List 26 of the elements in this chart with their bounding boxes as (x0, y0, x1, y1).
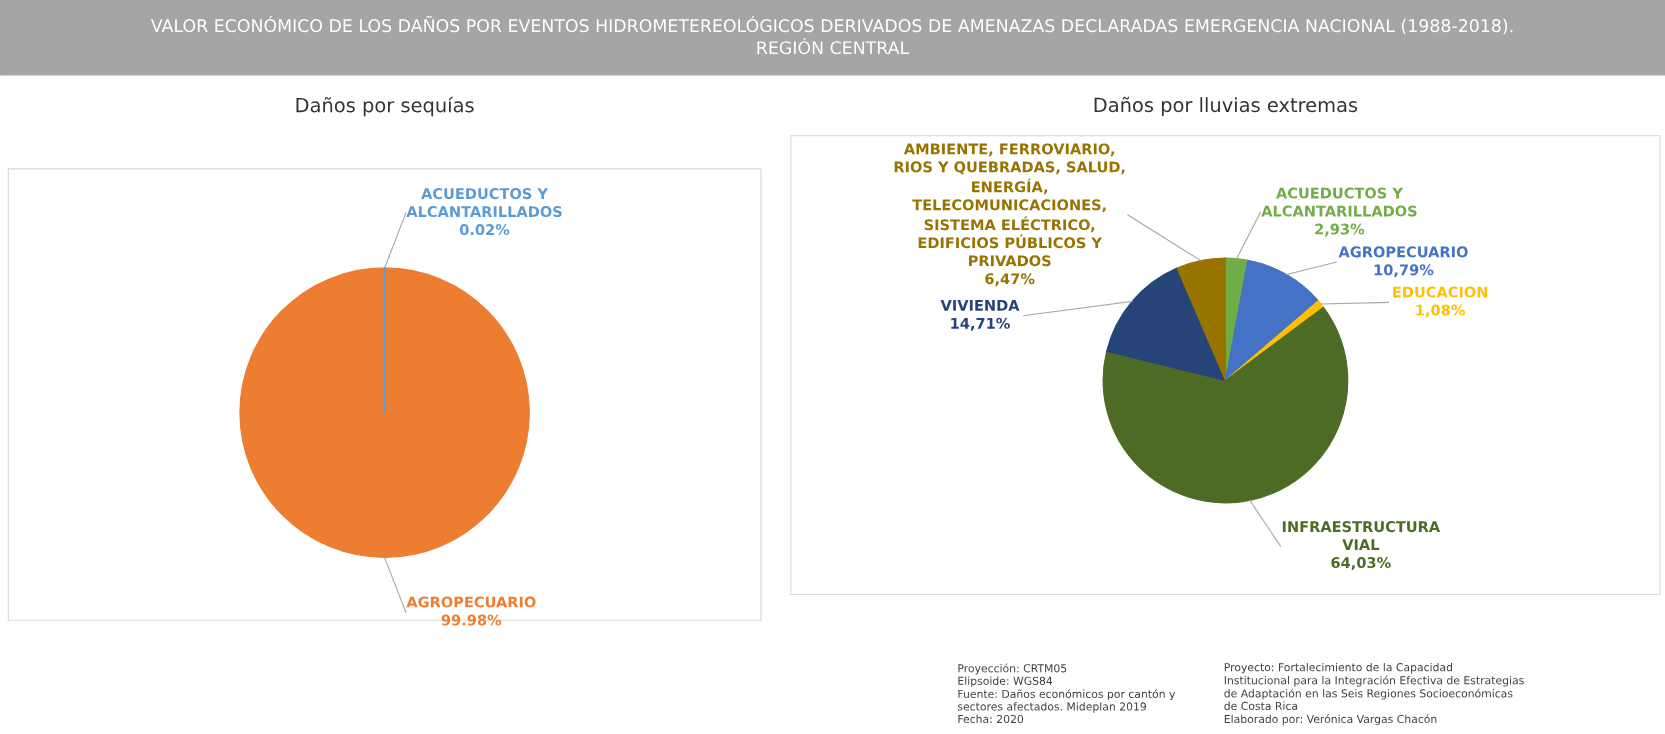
data-label: 0.02% (459, 224, 510, 236)
slice-label: INFRAESTRUCTURA VIAL (1282, 521, 1441, 550)
slice-label: AGROPECUARIO (406, 596, 536, 608)
slice-label: ACUEDUCTOS Y ALCANTARILLADOS (1261, 187, 1417, 217)
chart-title: Daños por sequías (296, 96, 474, 117)
slice-label: AGROPECUARIO (1338, 246, 1468, 258)
pie-slice (239, 267, 530, 558)
text: Proyecto: Fortalecimiento de la Capacidad Institucional para la Integración Efectiva de Estrategias de Adaptación en las Seis Regiones Socioeconómicas de Costa Rica Elaborado por: Verónica Vargas Chacón (1224, 662, 1524, 726)
text: VALOR ECONÓMICO DE LOS DAÑOS POR EVENTOS HIDROMETEREOLÓGICOS DERIVADOS DE AMENAZAS DECLARADAS EMERGENCIA NACIONAL (1988-2018). REGIÓN CENTRAL (150, 15, 1513, 55)
slice-label: EDUCACION (1393, 286, 1488, 298)
pie-slice (1106, 267, 1226, 382)
data-label: 6,47% (985, 273, 1035, 287)
pie-slice (1176, 257, 1226, 382)
chart-title: Daños por lluvias extremas (1094, 96, 1358, 116)
data-label: 14,71% (951, 317, 1010, 331)
data-label: 64,03% (1331, 557, 1391, 570)
slice-label: ACUEDUCTOS Y ALCANTARILLADOS (406, 188, 562, 218)
data-label: 10,79% (1374, 264, 1434, 278)
text: Proyección: CRTM05 Elipsoide: WGS84 Fuente: Daños económicos por cantón y sectores afectados. Mideplan 2019 Fecha: 2020 (957, 663, 1176, 724)
pie-slice (1224, 259, 1319, 382)
data-label: 99.98% (441, 614, 502, 626)
slice-label: AMBIENTE, FERROVIARIO, RIOS Y QUEBRADAS, SALUD, ENERGÍA, TELECOMUNICACIONES, SISTEMA ELÉCTRICO, EDIFICIOS PÚBLICOS Y PRIVADOS (894, 143, 1125, 267)
data-label: 2,93% (1315, 223, 1365, 237)
pie-slice (1102, 306, 1349, 504)
slice-label: VIVIENDA (940, 300, 1020, 311)
data-label: 1,08% (1416, 304, 1465, 318)
